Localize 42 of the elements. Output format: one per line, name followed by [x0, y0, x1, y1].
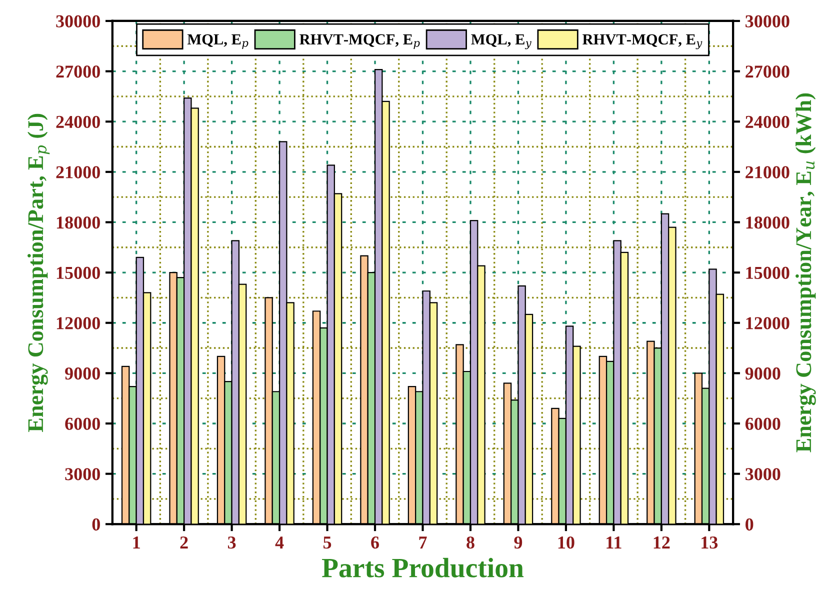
y-tick-label: 21000: [56, 166, 100, 178]
y-tick-label: 12000: [56, 317, 100, 330]
y2-tick-label: 9000: [745, 367, 780, 380]
x-tick-label: 5: [323, 536, 332, 549]
x-tick-label: 1: [133, 536, 140, 548]
y2-tick-label: 21000: [746, 166, 790, 178]
y-axis-title: Energy Consumption/Part, E$_{p}$ (J): [28, 114, 50, 432]
x-tick-label: 12: [654, 536, 670, 548]
y2-axis-title: Energy Consumption/Year, E$_{u}$ (kWh): [796, 93, 816, 452]
x-tick-label: 6: [371, 536, 379, 549]
x-axis-title: Parts Production: [322, 558, 524, 578]
y2-tick-label: 30000: [746, 15, 790, 28]
x-tick-label: 13: [702, 536, 718, 549]
legend-label: RHVT-MQCF, E$_{y}$: [582, 34, 702, 50]
x-tick-label: 3: [228, 536, 236, 549]
y-tick-label: 3000: [65, 468, 100, 480]
y2-tick-label: 6000: [745, 418, 780, 430]
y-tick-label: 9000: [65, 367, 100, 380]
x-tick-label: 4: [275, 536, 284, 548]
y-tick-label: 0: [92, 518, 100, 531]
y2-tick-label: 18000: [746, 216, 790, 229]
x-tick-label: 10: [558, 536, 574, 549]
y2-tick-label: 0: [746, 518, 754, 531]
x-tick-label: 8: [466, 536, 474, 549]
y-tick-label: 15000: [56, 266, 100, 279]
y2-tick-label: 12000: [746, 317, 790, 330]
y2-tick-label: 27000: [746, 66, 790, 78]
y-tick-label: 30000: [56, 15, 100, 28]
y-tick-label: 27000: [56, 66, 100, 78]
legend-label: MQL, E$_{y}$: [471, 34, 532, 50]
y2-tick-label: 15000: [746, 266, 790, 279]
y2-tick-label: 3000: [746, 468, 780, 480]
y-tick-label: 6000: [65, 418, 100, 430]
y2-tick-label: 24000: [746, 116, 790, 128]
legend-label: MQL, E$_{p}$: [187, 34, 248, 49]
y-tick-label: 24000: [56, 116, 100, 128]
legend-label: RHVT-MQCF, E$_{p}$: [300, 34, 420, 49]
x-tick-label: 9: [514, 536, 522, 549]
y-tick-label: 18000: [56, 216, 100, 229]
x-tick-label: 7: [419, 536, 427, 548]
x-tick-label: 11: [606, 536, 622, 548]
x-tick-label: 2: [180, 536, 188, 548]
